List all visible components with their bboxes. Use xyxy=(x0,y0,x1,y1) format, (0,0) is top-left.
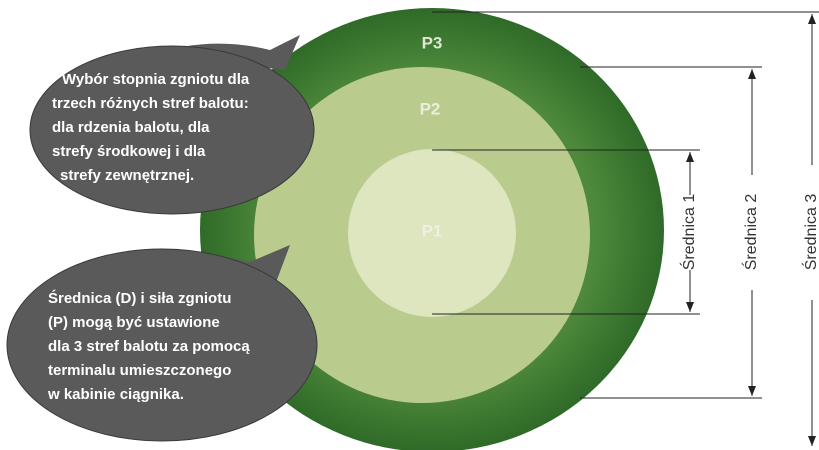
callout-line: dla rdzenia balotu, dla xyxy=(52,119,210,136)
diameter-label: Średnica 1 xyxy=(679,194,698,271)
diameter-label: Średnica 3 xyxy=(801,194,819,271)
zone-label: P1 xyxy=(422,221,443,240)
callout-line: strefy zewnętrznej. xyxy=(60,167,194,184)
callout-line: terminalu umieszczonego xyxy=(48,362,231,379)
callout-line: strefy środkowej i dla xyxy=(52,143,206,160)
diameter-label: Średnica 2 xyxy=(741,194,760,271)
page: {"zones": [{"label": "P1"}, {"label": "P… xyxy=(0,0,819,450)
callout-line: Wybór stopnia zgniotu dla xyxy=(62,71,250,88)
callout-line: trzech różnych stref balotu: xyxy=(52,95,249,112)
callout-line: w kabinie ciągnika. xyxy=(47,386,184,403)
zone-label: P3 xyxy=(422,33,443,52)
callout-line: Średnica (D) i siła zgniotu xyxy=(48,289,231,307)
callout-line: (P) mogą być ustawione xyxy=(48,314,220,331)
callout-line: dla 3 stref balotu za pomocą xyxy=(48,338,250,355)
diagram: P3 P2 P1 Średnica 1 Średnica 2 Średnica … xyxy=(0,0,819,450)
zone-label: P2 xyxy=(420,99,441,118)
